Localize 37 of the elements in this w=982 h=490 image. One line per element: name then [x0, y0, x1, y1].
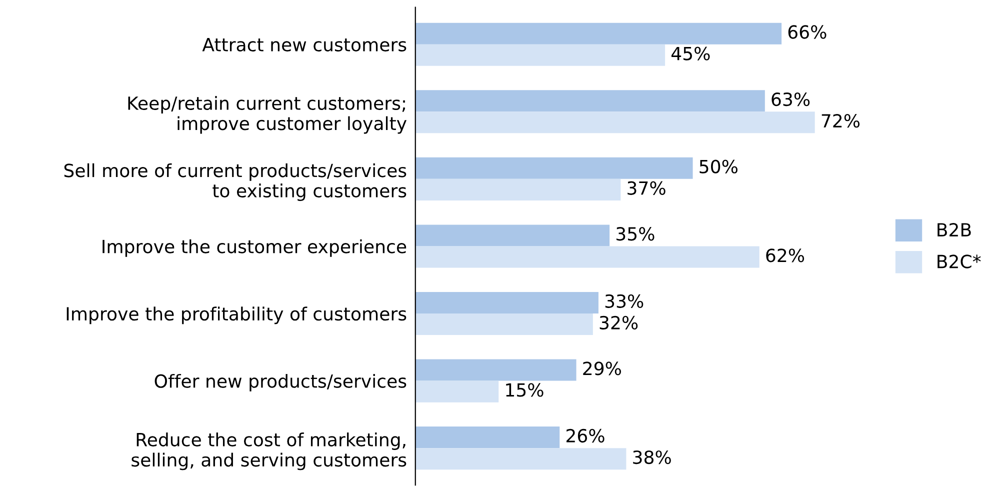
data-label: 63%	[772, 92, 810, 106]
bar	[415, 246, 760, 268]
bar	[415, 224, 610, 246]
bar	[415, 380, 499, 402]
data-label: 32%	[600, 316, 638, 330]
y-tick-label: Improve the customer experience	[102, 239, 406, 257]
y-tick-label: Attract new customers	[202, 38, 406, 52]
bar	[415, 22, 782, 44]
legend-label: B2B	[938, 222, 971, 236]
bar	[415, 157, 693, 179]
data-label: 15%	[506, 383, 544, 397]
data-label: 38%	[633, 450, 671, 464]
data-label: 33%	[605, 294, 644, 308]
data-label: 72%	[822, 114, 860, 128]
y-tick-label: Offer new products/services	[154, 374, 406, 392]
bar	[415, 314, 593, 336]
y-tick-label: Sell more of current products/services to existing customers	[64, 163, 406, 202]
bar	[415, 359, 576, 381]
bar	[415, 112, 815, 134]
bar	[415, 44, 666, 66]
data-label: 37%	[628, 181, 666, 195]
data-label: 66%	[788, 25, 826, 39]
data-label: 45%	[671, 46, 710, 60]
y-tick-label: Improve the profitability of customers	[66, 306, 406, 324]
data-label: 50%	[700, 160, 738, 174]
bar	[415, 426, 560, 448]
bar	[415, 178, 621, 200]
data-label: 62%	[766, 248, 804, 262]
bar	[415, 448, 626, 470]
bar	[415, 90, 765, 112]
y-tick-label: Reduce the cost of marketing, selling, and serving customers	[132, 432, 406, 470]
y-tick-label: Keep/retain current customers; improve customer loyalty	[128, 96, 407, 134]
data-label: 29%	[583, 362, 621, 376]
bar	[415, 292, 598, 314]
legend-label: B2C*	[938, 254, 981, 268]
data-label: 35%	[616, 227, 654, 241]
data-label: 26%	[566, 428, 604, 443]
